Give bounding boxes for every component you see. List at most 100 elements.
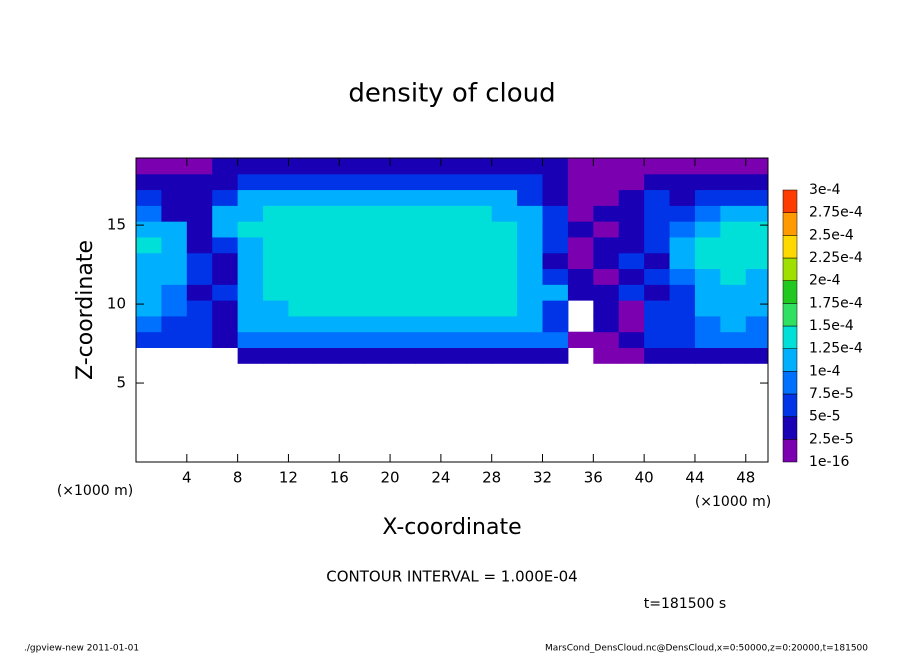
cell [618,300,645,317]
cell [745,205,769,222]
cell [440,205,467,222]
time-label: t=181500 s [644,596,726,612]
cell [542,189,569,206]
cell [745,236,769,254]
cell [339,347,366,364]
cell [517,284,544,301]
cell [415,189,442,206]
cell [720,173,747,191]
cell [364,173,391,191]
x-tick-label: 4 [182,469,192,487]
cell [415,221,442,238]
cell [618,284,645,301]
cell [263,189,289,206]
cell [440,158,467,175]
x-tick-label: 28 [482,469,501,487]
cell [593,205,620,222]
cell [644,347,671,364]
cell [136,236,162,254]
cell [415,284,442,301]
cell [567,284,594,301]
cell [517,173,544,191]
cell [237,189,264,206]
cell [644,268,671,285]
cell [593,252,620,270]
cell [694,189,721,206]
cell [212,268,239,285]
cell [263,205,289,222]
cell [567,173,594,191]
cell [440,284,467,301]
cell [186,236,213,254]
cell [186,284,213,301]
cell [364,252,391,270]
cell [186,158,213,175]
cell [669,268,696,285]
cell [567,252,594,270]
colorbar-label: 1.25e-4 [809,341,863,357]
cell [542,315,569,333]
cell [669,173,696,191]
cell [745,189,769,206]
x-tick-label: 32 [533,469,552,487]
cell [669,300,696,317]
cell [567,189,594,206]
cell [440,315,467,333]
cell [567,331,594,349]
cell [136,315,162,333]
cell [390,158,416,175]
cell [390,331,416,349]
cell [644,284,671,301]
cell [618,252,645,270]
cell [237,268,264,285]
colorbar-label: 2e-4 [809,273,841,289]
cell [669,205,696,222]
cell [694,252,721,270]
x-tick-label: 12 [279,469,298,487]
cell [364,236,391,254]
cell [288,347,315,364]
cell [440,347,467,364]
cell [491,315,518,333]
cell [288,205,315,222]
cell [669,236,696,254]
cell [466,158,493,175]
cell [618,347,645,364]
colorbar-box [782,439,798,463]
cell [745,284,769,301]
cell [517,347,544,364]
cell [567,205,594,222]
cell [313,347,340,364]
cell [440,221,467,238]
colorbar-box [782,348,798,372]
cell [720,315,747,333]
cell [720,284,747,301]
cell [161,268,188,285]
cell [263,252,289,270]
cell [161,331,188,349]
cell [466,315,493,333]
cell [186,221,213,238]
cell [364,284,391,301]
x-tick-label: 44 [685,469,704,487]
cell [313,173,340,191]
cell [136,284,162,301]
cell [567,158,594,175]
cell [466,236,493,254]
cell [694,347,721,364]
cell [313,315,340,333]
colorbar-box [782,280,798,304]
cell [288,315,315,333]
colorbar-label: 7.5e-5 [809,386,854,402]
cell [694,205,721,222]
cell [390,236,416,254]
cell [720,300,747,317]
cell [669,252,696,270]
x-tick-label: 16 [330,469,349,487]
cell [212,331,239,349]
cell [440,173,467,191]
cell [415,300,442,317]
colorbar-label: 1.75e-4 [809,295,863,311]
cell [669,221,696,238]
cell [237,236,264,254]
